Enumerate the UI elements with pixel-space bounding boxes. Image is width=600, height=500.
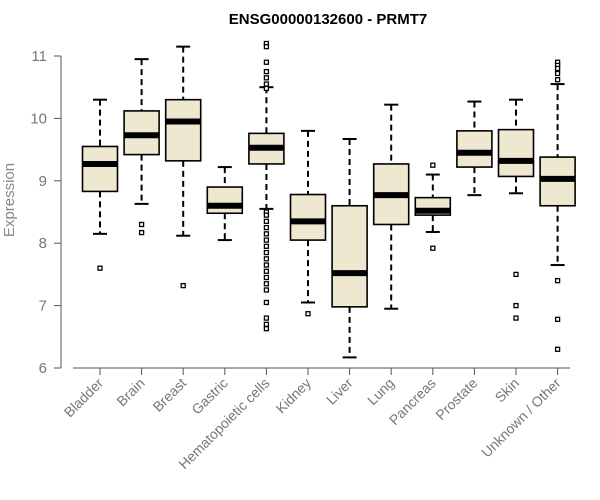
box [206, 186, 244, 215]
outlier-point [263, 243, 270, 249]
outlier-point [513, 302, 519, 309]
x-tick-label: Lung [364, 375, 397, 408]
box-group [206, 166, 244, 242]
outlier-point [263, 315, 270, 321]
outlier-point [263, 231, 270, 237]
box-group [164, 45, 202, 289]
outlier-point [263, 218, 270, 225]
x-tick-label: Liver [323, 375, 356, 408]
outlier-point [138, 229, 145, 236]
outlier-point [263, 274, 270, 281]
outlier-point [180, 282, 186, 289]
outlier-point [263, 299, 270, 306]
outlier-point [263, 212, 270, 218]
outlier-point [263, 321, 270, 327]
box [331, 204, 368, 308]
box-group [372, 103, 410, 310]
box-group [248, 40, 285, 332]
outlier-point [263, 43, 270, 50]
box-group [289, 129, 327, 317]
outlier-point [263, 85, 270, 92]
box [289, 193, 327, 241]
outlier-point [554, 65, 561, 72]
box [456, 130, 493, 168]
box-group [539, 59, 576, 352]
y-tick-label: 6 [39, 360, 47, 377]
outlier-point [554, 70, 561, 77]
outlier-point [263, 256, 270, 262]
x-tick-label: Kidney [273, 375, 315, 417]
outlier-point [263, 59, 270, 65]
x-tick-label: Bladder [61, 375, 107, 421]
y-tick-label: 11 [31, 48, 47, 65]
outlier-point [263, 75, 270, 81]
box-group [331, 137, 368, 359]
chart-title: ENSG00000132600 - PRMT7 [229, 11, 427, 28]
outlier-point [138, 221, 145, 228]
outlier-point [263, 287, 270, 293]
y-tick-label: 9 [39, 173, 47, 190]
outlier-point [263, 268, 270, 274]
outlier-point [263, 224, 270, 231]
box-group [414, 162, 452, 251]
outlier-point [263, 262, 270, 268]
outlier-point [263, 249, 270, 256]
y-tick-label: 10 [30, 110, 47, 127]
outlier-point [263, 237, 270, 243]
outlier-point [263, 81, 270, 87]
boxes [81, 40, 576, 359]
y-ticks: 6 7 8 9 10 11 [30, 48, 61, 377]
x-tick-label: Skin [492, 375, 523, 406]
box-group [456, 100, 493, 197]
outlier-point [554, 346, 561, 352]
x-tick-label: Breast [149, 375, 189, 415]
outlier-point [513, 315, 519, 321]
box-group [81, 98, 119, 271]
outlier-point [554, 277, 561, 284]
x-tick-label: Unknown / Other [478, 375, 564, 461]
box-group [497, 98, 535, 321]
box-group [123, 58, 160, 236]
outlier-point [554, 316, 561, 322]
outlier-point [554, 77, 561, 83]
outlier-point [430, 245, 436, 251]
outlier-point [263, 281, 270, 287]
outlier-point [263, 326, 270, 332]
outlier-point [97, 265, 103, 271]
box [81, 145, 119, 193]
outlier-point [305, 311, 311, 317]
y-axis-label: Expression [1, 163, 18, 237]
outlier-point [513, 271, 519, 278]
outlier-point [430, 162, 436, 168]
box [164, 98, 202, 162]
y-tick-label: 7 [39, 298, 47, 315]
x-tick-label: Prostate [432, 375, 480, 423]
x-tick-label: Brain [113, 375, 147, 409]
box [497, 128, 535, 178]
outlier-point [263, 68, 270, 75]
y-tick-label: 8 [39, 235, 47, 252]
